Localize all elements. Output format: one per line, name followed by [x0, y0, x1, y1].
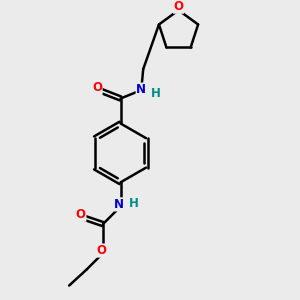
Text: H: H — [129, 197, 139, 210]
Text: O: O — [173, 0, 184, 13]
Text: N: N — [114, 198, 124, 211]
Text: O: O — [76, 208, 86, 221]
Text: O: O — [97, 244, 106, 257]
Text: N: N — [136, 83, 146, 96]
Text: H: H — [151, 87, 161, 100]
Text: O: O — [92, 81, 102, 94]
